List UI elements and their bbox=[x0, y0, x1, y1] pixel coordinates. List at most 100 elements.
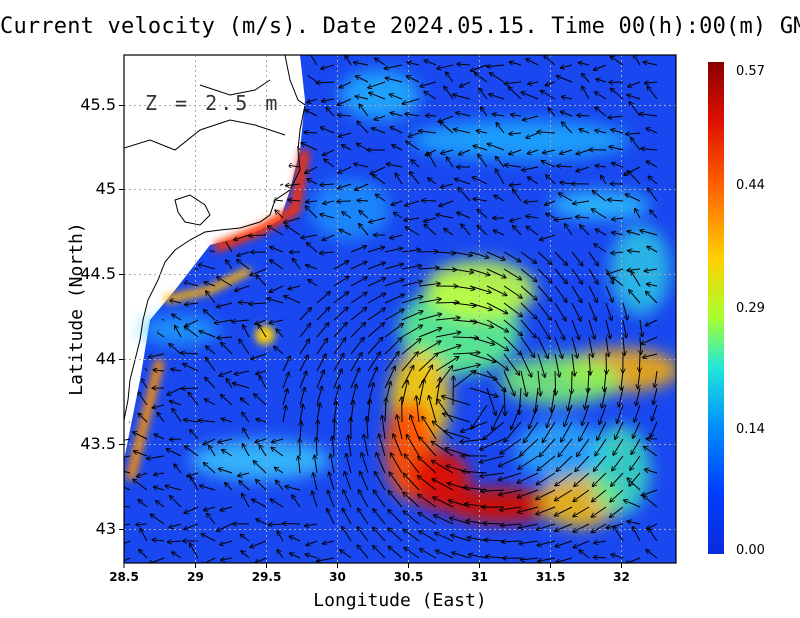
velocity-arrow bbox=[526, 216, 539, 218]
velocity-arrow bbox=[316, 387, 322, 406]
velocity-arrow bbox=[452, 251, 472, 256]
velocity-arrow bbox=[187, 472, 199, 476]
velocity-arrow bbox=[405, 114, 420, 116]
velocity-arrow bbox=[222, 450, 233, 457]
velocity-arrow bbox=[215, 319, 233, 323]
y-tick-label: 44 bbox=[96, 349, 116, 368]
velocity-arrow bbox=[577, 438, 590, 456]
velocity-arrow bbox=[610, 506, 624, 517]
y-axis-title: Latitude (North) bbox=[66, 222, 87, 395]
velocity-arrow bbox=[601, 176, 607, 185]
velocity-arrow bbox=[124, 505, 131, 508]
velocity-arrow bbox=[348, 436, 352, 457]
colorbar-label: 0.14 bbox=[736, 422, 765, 437]
velocity-arrow bbox=[305, 110, 318, 117]
velocity-arrow bbox=[401, 366, 414, 389]
velocity-arrow bbox=[394, 213, 403, 219]
velocity-arrow bbox=[605, 285, 613, 302]
velocity-arrow bbox=[442, 396, 471, 406]
velocity-arrow bbox=[596, 229, 607, 236]
velocity-arrow bbox=[435, 332, 460, 338]
velocity-arrow bbox=[588, 268, 598, 284]
velocity-arrow bbox=[452, 268, 473, 273]
velocity-arrow bbox=[644, 447, 658, 457]
velocity-arrow bbox=[489, 94, 505, 100]
velocity-arrow bbox=[518, 455, 539, 469]
velocity-arrow bbox=[267, 298, 284, 304]
velocity-arrow bbox=[471, 64, 488, 71]
velocity-arrow bbox=[374, 115, 386, 120]
velocity-arrow bbox=[333, 354, 344, 372]
velocity-arrow bbox=[250, 268, 267, 275]
velocity-arrow bbox=[307, 98, 318, 103]
velocity-arrow bbox=[320, 252, 335, 253]
velocity-arrow bbox=[255, 557, 267, 563]
velocity-arrow bbox=[520, 370, 527, 396]
velocity-arrow bbox=[592, 506, 607, 517]
velocity-arrow bbox=[535, 387, 539, 413]
velocity-arrow bbox=[452, 285, 475, 289]
colorbar-label: 0.29 bbox=[736, 301, 765, 316]
velocity-arrow bbox=[588, 370, 589, 392]
velocity-arrow bbox=[509, 133, 522, 134]
velocity-arrow bbox=[595, 438, 607, 456]
velocity-arrow bbox=[571, 353, 575, 376]
velocity-arrow bbox=[452, 553, 471, 559]
y-tick-label: 45 bbox=[96, 179, 116, 198]
velocity-arrow bbox=[496, 169, 505, 185]
velocity-arrow bbox=[165, 486, 182, 491]
velocity-arrow bbox=[519, 540, 539, 544]
velocity-arrow bbox=[473, 199, 488, 201]
velocity-arrow bbox=[494, 195, 505, 202]
velocity-arrow bbox=[509, 149, 522, 154]
velocity-arrow bbox=[422, 417, 437, 440]
velocity-arrow bbox=[316, 323, 329, 338]
velocity-arrow bbox=[357, 545, 369, 559]
velocity-arrow bbox=[298, 456, 300, 474]
velocity-arrow bbox=[206, 346, 216, 355]
velocity-arrow bbox=[354, 62, 369, 65]
velocity-arrow bbox=[501, 524, 522, 526]
velocity-arrow bbox=[183, 364, 199, 372]
velocity-arrow bbox=[320, 184, 335, 185]
velocity-arrow bbox=[565, 224, 573, 236]
velocity-arrow bbox=[640, 230, 658, 236]
velocity-arrow bbox=[440, 122, 454, 134]
velocity-arrow bbox=[384, 338, 402, 355]
velocity-arrow bbox=[322, 99, 335, 101]
velocity-arrow bbox=[488, 144, 505, 151]
velocity-arrow bbox=[520, 353, 532, 377]
velocity-arrow bbox=[184, 420, 199, 422]
velocity-arrow bbox=[340, 230, 352, 236]
velocity-arrow bbox=[522, 166, 539, 170]
velocity-arrow bbox=[627, 231, 641, 236]
velocity-arrow bbox=[338, 183, 352, 189]
velocity-arrow bbox=[429, 396, 437, 423]
velocity-arrow bbox=[499, 472, 522, 480]
velocity-arrow bbox=[520, 336, 535, 357]
velocity-arrow bbox=[185, 303, 199, 305]
velocity-arrow bbox=[562, 97, 573, 99]
velocity-arrow bbox=[582, 86, 590, 100]
velocity-arrow bbox=[299, 308, 311, 321]
velocity-arrow bbox=[486, 302, 507, 314]
velocity-arrow bbox=[170, 439, 182, 440]
velocity-arrow bbox=[469, 336, 494, 345]
velocity-arrow bbox=[357, 200, 369, 201]
velocity-arrow bbox=[643, 62, 658, 66]
velocity-arrow bbox=[611, 130, 624, 134]
velocity-arrow bbox=[643, 496, 658, 508]
velocity-arrow bbox=[375, 58, 386, 66]
velocity-arrow bbox=[221, 343, 233, 355]
velocity-arrow bbox=[528, 149, 539, 154]
velocity-arrow bbox=[418, 314, 441, 321]
velocity-arrow bbox=[554, 285, 567, 302]
velocity-arrow bbox=[551, 387, 556, 412]
velocity-arrow bbox=[634, 404, 641, 422]
velocity-arrow bbox=[317, 420, 318, 440]
velocity-arrow bbox=[376, 195, 386, 202]
velocity-arrow bbox=[481, 107, 488, 117]
velocity-arrow bbox=[404, 529, 420, 542]
velocity-arrow bbox=[626, 194, 641, 202]
velocity-arrow bbox=[299, 339, 309, 355]
